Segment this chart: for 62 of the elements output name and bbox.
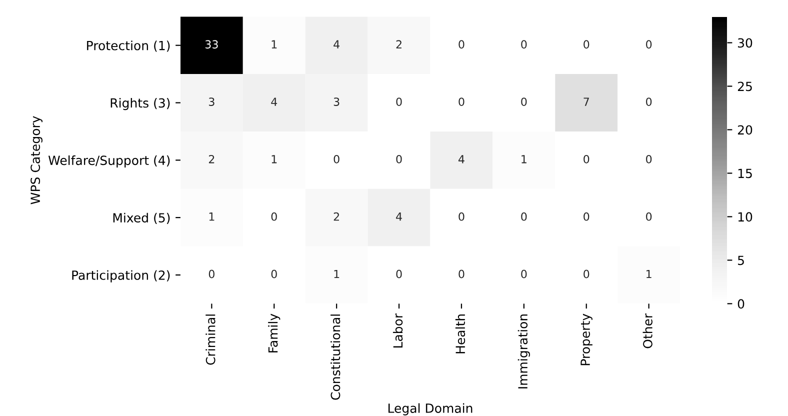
y-tick-label: Mixed (5) [113,212,170,224]
y-axis-title: WPS Category [30,116,42,204]
color-bar-label: 25 [738,82,752,92]
color-bar-label: 15 [738,168,752,178]
data-label: 0 [646,212,652,221]
data-label: 0 [396,98,402,106]
data-label: 3 [208,98,214,106]
data-label: 1 [209,212,214,221]
data-label: 0 [458,212,464,221]
x-tick-label: Constitutional [330,314,340,400]
data-label: 0 [584,154,590,164]
x-tick-label: Health [455,314,466,354]
data-label: 4 [458,155,464,164]
data-label: 0 [334,154,340,164]
color-bar-label: 20 [738,125,752,135]
data-label: 0 [271,270,277,278]
x-tick-label: Property [580,314,592,366]
data-label: 0 [521,98,527,106]
data-label: 0 [271,212,277,221]
x-tick-label: Family [268,314,280,352]
data-label: 0 [458,270,464,278]
data-label: 3 [334,98,340,106]
data-label: 7 [584,98,589,106]
data-label: 0 [646,40,652,49]
color-bar-label: 5 [738,256,744,266]
y-tick-label: Welfare/Support (4) [48,155,170,168]
data-label: 2 [396,40,402,48]
data-label: 0 [208,270,214,278]
data-label: 4 [334,40,340,48]
data-label: 2 [208,154,214,164]
data-label: 0 [646,154,652,164]
data-label: 1 [334,270,340,278]
data-label: 0 [584,212,590,221]
color-bar-label: 10 [738,212,752,222]
data-label: 0 [396,270,402,278]
data-label: 0 [521,212,527,221]
data-label: 0 [458,40,464,49]
data-label: 0 [458,98,464,106]
data-label: 0 [396,154,402,164]
y-tick-label: Participation (2) [72,270,170,282]
data-label: 4 [271,98,278,106]
data-label: 4 [396,212,402,221]
data-label: 1 [522,155,526,164]
color-bar-label: 30 [738,38,752,48]
x-tick-label: Criminal [206,314,216,365]
data-label: 0 [584,270,590,278]
x-tick-label: Labor [392,313,403,348]
data-label: 33 [205,40,218,49]
data-label: 0 [521,270,527,278]
data-label: 1 [272,40,277,48]
color-bar-label: 0 [738,299,744,309]
data-label: 0 [646,98,652,106]
data-label: 0 [521,40,527,49]
data-label: 1 [646,270,652,278]
y-tick-label: Rights (3) [110,98,170,110]
data-label: 2 [334,212,339,221]
x-tick-label: Other [642,313,652,348]
x-axis-title: Legal Domain [388,403,472,416]
data-label: 1 [272,155,277,164]
data-label: 0 [584,40,590,49]
y-tick-label: Protection (1) [87,40,170,52]
x-tick-label: Immigration [518,314,530,388]
